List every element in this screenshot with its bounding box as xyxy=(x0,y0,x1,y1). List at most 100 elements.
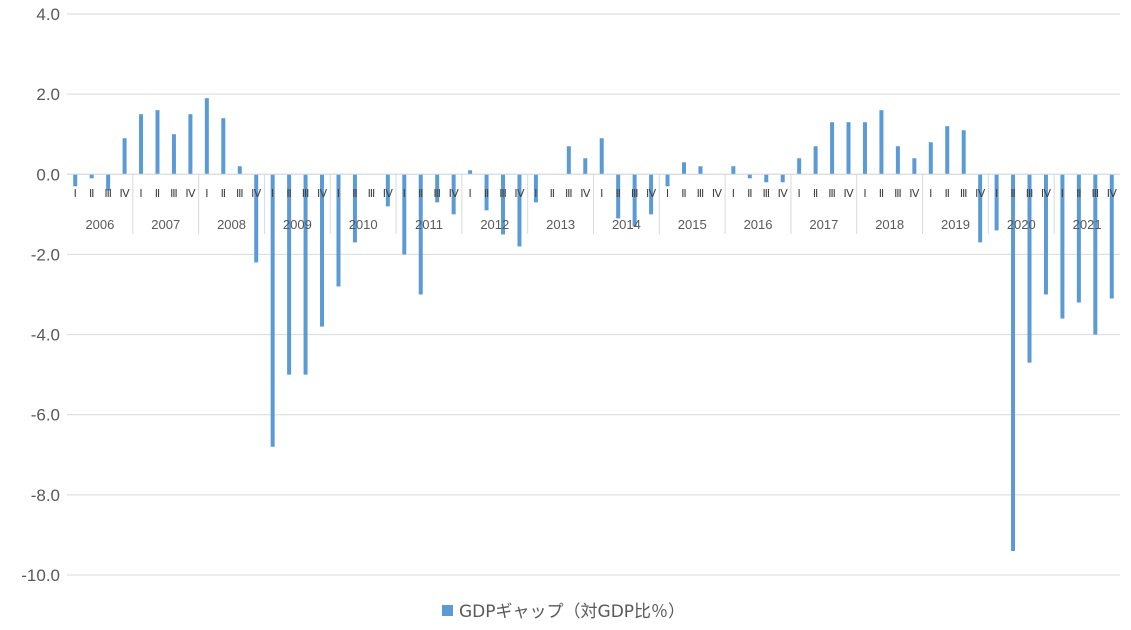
quarter-tick-label: Ⅳ xyxy=(251,188,262,200)
quarter-tick-label: Ⅰ xyxy=(337,188,340,200)
bar xyxy=(1043,174,1048,295)
y-tick-label: -6.0 xyxy=(31,406,60,425)
quarter-tick-label: Ⅲ xyxy=(697,188,705,200)
quarter-tick-label: Ⅳ xyxy=(120,188,131,200)
quarter-tick-label: Ⅱ xyxy=(418,188,423,200)
bar xyxy=(254,174,259,263)
bar xyxy=(698,166,703,175)
quarter-tick-label: Ⅳ xyxy=(580,188,591,200)
quarter-tick-label: Ⅱ xyxy=(352,188,357,200)
quarter-tick-label: Ⅱ xyxy=(681,188,686,200)
quarter-tick-label: Ⅰ xyxy=(403,188,406,200)
bar xyxy=(484,174,489,211)
year-tick-label: 2008 xyxy=(217,217,246,232)
year-tick-label: 2011 xyxy=(415,217,443,232)
quarter-tick-label: Ⅳ xyxy=(514,188,525,200)
bar xyxy=(945,126,950,175)
quarter-tick-label: Ⅲ xyxy=(433,188,441,200)
quarter-tick-label: Ⅳ xyxy=(383,188,394,200)
bar xyxy=(501,174,506,235)
bar xyxy=(533,174,538,203)
bar xyxy=(237,166,242,175)
quarter-tick-label: Ⅱ xyxy=(89,188,94,200)
year-tick-label: 2018 xyxy=(875,217,904,232)
bar xyxy=(747,174,752,179)
year-tick-label: 2009 xyxy=(283,217,312,232)
quarter-tick-label: Ⅱ xyxy=(286,188,291,200)
quarter-tick-label: Ⅱ xyxy=(1010,188,1015,200)
legend-swatch xyxy=(442,605,453,616)
year-tick-label: 2014 xyxy=(612,217,641,232)
bar xyxy=(1011,174,1016,551)
quarter-tick-label: Ⅳ xyxy=(1107,188,1118,200)
y-tick-label: 0.0 xyxy=(36,165,60,184)
bar xyxy=(385,174,390,207)
quarter-tick-label: Ⅳ xyxy=(449,188,460,200)
bar xyxy=(846,122,851,175)
bar xyxy=(287,174,292,375)
quarter-tick-label: Ⅱ xyxy=(221,188,226,200)
quarter-tick-label: Ⅲ xyxy=(236,188,244,200)
year-tick-label: 2006 xyxy=(85,217,114,232)
quarter-tick-label: Ⅰ xyxy=(534,188,537,200)
quarter-tick-label: Ⅰ xyxy=(205,188,208,200)
bar xyxy=(879,110,884,175)
bar xyxy=(418,174,423,295)
quarter-tick-label: Ⅱ xyxy=(1076,188,1081,200)
quarter-tick-label: Ⅳ xyxy=(1041,188,1052,200)
bar xyxy=(566,146,571,175)
bar xyxy=(780,174,785,183)
bar xyxy=(517,174,522,247)
bar xyxy=(451,174,456,215)
bar xyxy=(435,174,440,203)
bar xyxy=(649,174,654,215)
bar xyxy=(320,174,325,327)
quarter-tick-label: Ⅲ xyxy=(104,188,112,200)
y-tick-label: -4.0 xyxy=(31,326,60,345)
quarter-tick-label: Ⅳ xyxy=(646,188,657,200)
year-tick-label: 2013 xyxy=(546,217,575,232)
quarter-tick-label: Ⅳ xyxy=(843,188,854,200)
year-tick-label: 2019 xyxy=(941,217,970,232)
quarter-tick-label: Ⅱ xyxy=(615,188,620,200)
quarter-tick-label: Ⅲ xyxy=(368,188,376,200)
bar xyxy=(352,174,357,243)
bar xyxy=(89,174,94,179)
year-tick-label: 2016 xyxy=(744,217,773,232)
bar xyxy=(188,114,193,175)
bar xyxy=(632,174,637,227)
quarter-tick-label: Ⅲ xyxy=(631,188,639,200)
bar xyxy=(73,174,78,187)
quarter-tick-label: Ⅱ xyxy=(550,188,555,200)
y-tick-label: -8.0 xyxy=(31,486,60,505)
y-tick-label: 2.0 xyxy=(36,85,60,104)
quarter-tick-label: Ⅰ xyxy=(271,188,274,200)
bar xyxy=(1060,174,1065,319)
quarter-tick-label: Ⅰ xyxy=(74,188,77,200)
quarter-tick-label: Ⅱ xyxy=(945,188,950,200)
bar xyxy=(171,134,176,175)
bar xyxy=(928,142,933,175)
quarter-tick-label: Ⅲ xyxy=(828,188,836,200)
bar xyxy=(468,170,473,175)
quarter-tick-label: Ⅰ xyxy=(995,188,998,200)
quarter-tick-label: Ⅲ xyxy=(1026,188,1034,200)
bar xyxy=(1076,174,1081,303)
quarter-tick-label: Ⅰ xyxy=(929,188,932,200)
bar xyxy=(681,162,686,175)
bar xyxy=(1027,174,1032,363)
quarter-tick-label: Ⅳ xyxy=(975,188,986,200)
bar xyxy=(862,122,867,175)
bar xyxy=(155,110,160,175)
year-tick-label: 2010 xyxy=(349,217,378,232)
quarter-tick-label: Ⅰ xyxy=(1061,188,1064,200)
bar xyxy=(270,174,275,447)
quarter-tick-label: Ⅰ xyxy=(600,188,603,200)
gridlines xyxy=(67,13,1120,576)
bar xyxy=(599,138,604,175)
bar xyxy=(830,122,835,175)
y-tick-label: 4.0 xyxy=(36,5,60,24)
bar xyxy=(303,174,308,375)
bar xyxy=(106,174,111,191)
y-tick-label: -10.0 xyxy=(21,566,60,585)
